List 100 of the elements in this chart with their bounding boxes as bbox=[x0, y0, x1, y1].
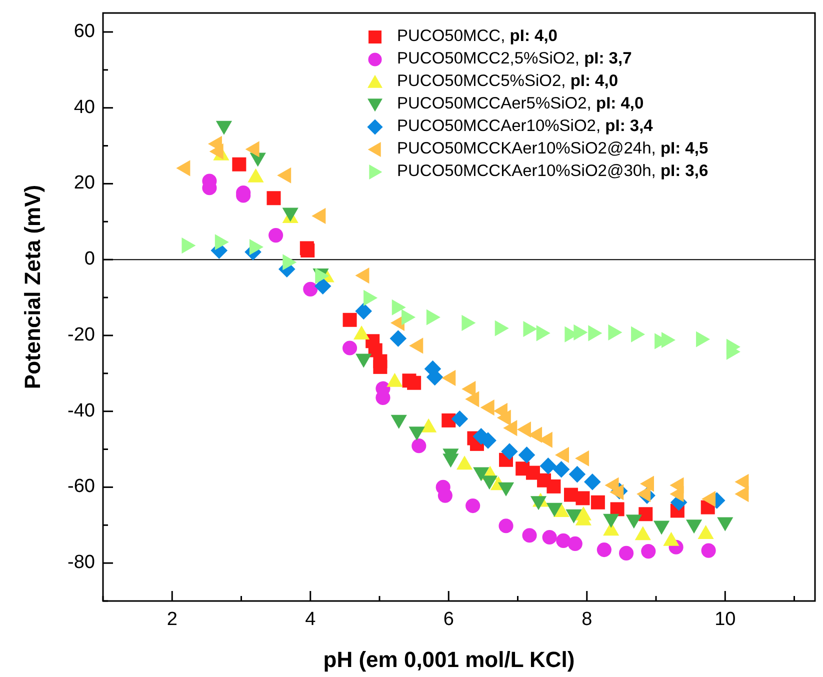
point bbox=[734, 474, 749, 490]
x-tick-label: 10 bbox=[714, 609, 736, 630]
point bbox=[516, 421, 531, 438]
point bbox=[698, 525, 714, 540]
point bbox=[522, 528, 537, 543]
point bbox=[420, 418, 437, 432]
point bbox=[355, 302, 372, 320]
point bbox=[568, 466, 586, 483]
y-axis-title: Potencial Zeta (mV) bbox=[20, 184, 45, 390]
point bbox=[546, 502, 562, 517]
point bbox=[696, 331, 710, 348]
point bbox=[575, 450, 590, 466]
point bbox=[503, 420, 518, 436]
x-tick-label: 8 bbox=[582, 609, 592, 630]
x-tick-label: 4 bbox=[305, 609, 316, 630]
point bbox=[481, 476, 498, 490]
point bbox=[356, 354, 372, 368]
point bbox=[610, 484, 624, 500]
point bbox=[634, 526, 651, 540]
point bbox=[638, 507, 653, 522]
legend-label: PUCO50MCCKAer10%SiO2@30h, pI: 3,6 bbox=[397, 162, 708, 180]
legend-label: PUCO50MCCKAer10%SiO2@24h, pI: 4,5 bbox=[397, 140, 708, 158]
point bbox=[438, 488, 452, 503]
point bbox=[176, 160, 190, 176]
point bbox=[610, 502, 624, 516]
point bbox=[442, 413, 456, 428]
point bbox=[245, 141, 260, 158]
point bbox=[631, 326, 646, 342]
y-tick-label: -20 bbox=[68, 324, 95, 346]
point bbox=[462, 314, 476, 331]
point bbox=[734, 486, 749, 502]
y-tick-label: 60 bbox=[74, 20, 95, 42]
y-tick-label: 0 bbox=[84, 248, 95, 270]
point bbox=[596, 542, 612, 558]
point bbox=[661, 332, 676, 348]
legend-label: PUCO50MCC5%SiO2, pI: 4,0 bbox=[397, 72, 618, 90]
point bbox=[496, 410, 511, 426]
point bbox=[277, 167, 292, 184]
point bbox=[636, 486, 651, 502]
point bbox=[465, 391, 480, 408]
point bbox=[626, 514, 642, 529]
point bbox=[726, 344, 740, 360]
y-tick-label: -40 bbox=[68, 400, 95, 422]
point bbox=[386, 372, 403, 387]
point bbox=[686, 520, 702, 534]
point bbox=[542, 530, 557, 545]
point bbox=[701, 543, 716, 558]
x-tick-label: 2 bbox=[166, 609, 178, 630]
point bbox=[663, 532, 680, 546]
point bbox=[603, 514, 620, 528]
point bbox=[498, 482, 514, 496]
point bbox=[364, 290, 378, 306]
point bbox=[526, 466, 540, 480]
point bbox=[619, 546, 634, 560]
point bbox=[312, 208, 326, 224]
point bbox=[342, 312, 357, 327]
point bbox=[209, 143, 224, 160]
point bbox=[536, 325, 550, 342]
point bbox=[412, 438, 426, 454]
point bbox=[409, 338, 424, 354]
point bbox=[392, 299, 406, 316]
point bbox=[216, 120, 232, 135]
point bbox=[546, 479, 561, 494]
point bbox=[584, 473, 601, 490]
point bbox=[303, 282, 318, 296]
point bbox=[717, 517, 734, 532]
point bbox=[473, 467, 490, 482]
point bbox=[426, 309, 440, 326]
y-tick-label: 40 bbox=[74, 96, 95, 118]
point bbox=[518, 446, 536, 464]
point bbox=[462, 380, 476, 397]
point bbox=[355, 267, 370, 284]
point bbox=[451, 410, 468, 428]
point bbox=[466, 498, 480, 514]
point bbox=[266, 191, 281, 206]
point bbox=[342, 340, 358, 356]
point bbox=[353, 325, 370, 340]
point bbox=[314, 278, 332, 295]
point bbox=[653, 520, 670, 535]
point bbox=[182, 237, 196, 254]
point bbox=[402, 309, 416, 326]
x-tick-label: 6 bbox=[443, 609, 454, 630]
point bbox=[554, 446, 569, 463]
point bbox=[588, 325, 602, 342]
x-axis-title: pH (em 0,001 mol/L KCl) bbox=[323, 647, 575, 672]
point bbox=[232, 157, 246, 172]
point bbox=[248, 168, 264, 182]
point bbox=[442, 454, 459, 468]
legend-label: PUCO50MCC, pI: 4,0 bbox=[397, 27, 558, 46]
point bbox=[390, 330, 407, 347]
point bbox=[590, 495, 605, 510]
legend-label: PUCO50MCCAer10%SiO2, pI: 3,4 bbox=[397, 117, 654, 136]
point bbox=[268, 228, 284, 243]
point bbox=[501, 443, 518, 460]
point bbox=[641, 544, 656, 559]
point bbox=[315, 268, 330, 284]
point bbox=[373, 360, 388, 374]
point bbox=[456, 456, 473, 470]
point bbox=[552, 460, 570, 478]
point bbox=[407, 376, 422, 390]
